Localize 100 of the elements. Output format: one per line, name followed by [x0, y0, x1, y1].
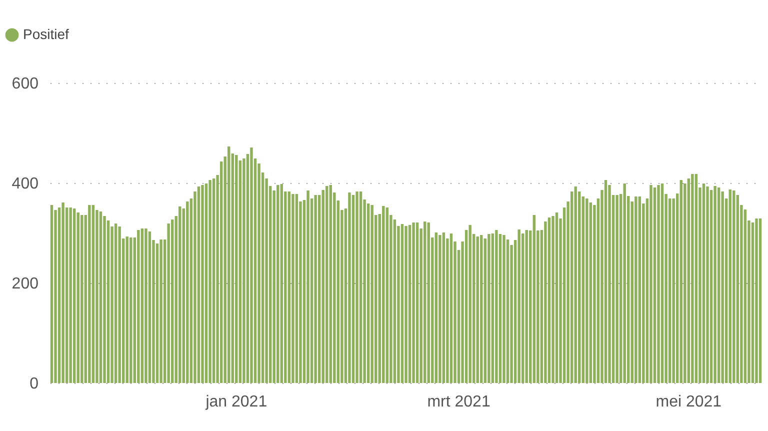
bar	[359, 192, 362, 383]
bar	[276, 185, 280, 383]
y-tick-label: 600	[12, 76, 39, 92]
bar	[126, 236, 128, 383]
bar	[352, 195, 355, 383]
bar	[201, 185, 204, 383]
bar	[660, 184, 664, 383]
bar	[137, 230, 140, 383]
bar	[657, 185, 660, 383]
bar	[356, 192, 358, 383]
bar	[170, 220, 174, 383]
bar	[306, 190, 310, 383]
bar	[212, 178, 216, 383]
bar	[178, 206, 182, 383]
y-tick-label: 0	[30, 376, 39, 392]
bar	[710, 190, 713, 383]
bar	[208, 180, 212, 383]
bar	[755, 218, 758, 383]
bar	[702, 184, 706, 383]
bar	[204, 184, 208, 383]
bar	[694, 174, 698, 383]
bar	[326, 186, 328, 383]
bar	[434, 232, 438, 383]
bar	[532, 215, 536, 383]
bar	[118, 226, 121, 383]
bar	[548, 218, 551, 383]
bar	[329, 185, 332, 383]
bar	[69, 208, 72, 383]
bar	[88, 205, 91, 383]
bar	[140, 228, 144, 383]
bar	[488, 234, 490, 383]
bar	[62, 202, 64, 383]
bar	[348, 192, 351, 383]
bar	[604, 180, 608, 383]
bar	[498, 234, 502, 383]
bar	[50, 205, 54, 383]
bar	[442, 232, 446, 383]
bar	[468, 225, 472, 383]
bar	[634, 196, 638, 383]
bar	[408, 225, 412, 383]
bar	[72, 208, 76, 383]
bar	[386, 208, 389, 383]
bar	[416, 222, 419, 383]
bar	[732, 190, 736, 383]
bar	[552, 216, 554, 383]
bar	[235, 155, 238, 383]
bar	[228, 146, 230, 383]
bar	[250, 148, 253, 383]
bar	[518, 230, 520, 383]
y-tick-label: 200	[12, 276, 39, 292]
x-tick-label: jan 2021	[204, 394, 268, 410]
bar	[589, 202, 592, 383]
bar	[280, 184, 283, 383]
bar	[167, 224, 170, 383]
bar	[197, 186, 200, 383]
bar	[574, 186, 577, 383]
bar	[525, 230, 528, 383]
bar	[653, 188, 656, 383]
bar	[370, 205, 374, 383]
bar	[623, 184, 626, 383]
bar	[186, 202, 189, 383]
bar	[555, 212, 558, 383]
bar	[144, 228, 148, 383]
bar	[314, 195, 317, 383]
legend-label: Positief	[23, 26, 70, 42]
bar	[714, 186, 716, 383]
bar	[706, 186, 709, 383]
bar	[400, 224, 404, 383]
y-tick-label: 400	[12, 176, 39, 192]
bar	[130, 238, 132, 383]
bar	[502, 235, 506, 383]
bar	[114, 224, 118, 383]
bar	[650, 185, 652, 383]
bar	[521, 234, 524, 383]
bar	[616, 195, 618, 383]
bar	[404, 226, 408, 383]
bar	[148, 232, 152, 383]
bar	[728, 190, 732, 383]
x-tick-label: mrt 2021	[427, 394, 490, 410]
bar	[160, 240, 162, 383]
bar	[721, 192, 724, 383]
bar	[76, 212, 80, 383]
bar	[450, 234, 453, 383]
bar	[491, 234, 494, 383]
x-tick-label: mei 2021	[656, 394, 722, 410]
bar	[382, 206, 385, 383]
bar	[691, 174, 694, 383]
bar	[412, 222, 415, 383]
bar	[495, 230, 498, 383]
bar	[476, 236, 479, 383]
bar	[156, 244, 159, 383]
bar	[99, 212, 102, 383]
bar	[423, 222, 426, 383]
bar	[292, 194, 294, 383]
bar	[366, 204, 370, 383]
bar	[322, 190, 324, 383]
bar	[288, 192, 291, 383]
bar	[717, 188, 720, 383]
bar	[751, 222, 754, 383]
bar	[544, 222, 547, 383]
